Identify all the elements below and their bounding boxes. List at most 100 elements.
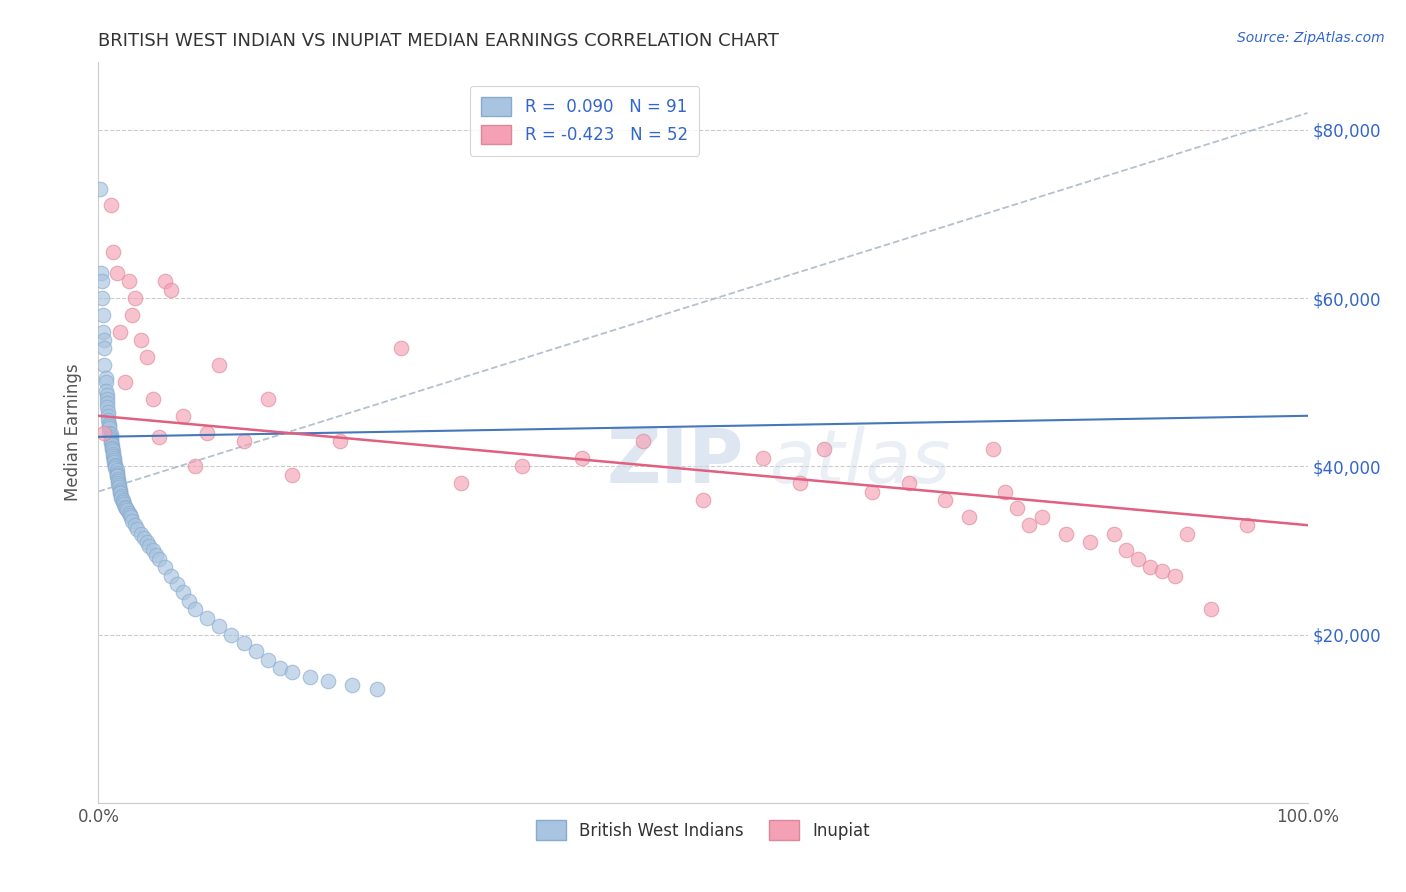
Point	[1163, 568, 1185, 582]
Point	[101, 444, 124, 458]
Point	[752, 450, 775, 465]
Point	[108, 325, 131, 339]
Point	[107, 475, 129, 489]
Point	[135, 535, 157, 549]
Point	[1054, 526, 1077, 541]
Point	[108, 477, 131, 491]
Point	[118, 274, 141, 288]
Point	[1031, 509, 1053, 524]
Point	[145, 548, 167, 562]
Point	[195, 610, 218, 624]
Point	[172, 409, 194, 423]
Point	[1078, 535, 1101, 549]
Point	[89, 181, 111, 195]
Point	[108, 483, 131, 497]
Point	[97, 413, 120, 427]
Text: ZIP: ZIP	[606, 425, 744, 499]
Point	[108, 484, 131, 499]
Point	[631, 434, 654, 448]
Point	[342, 678, 364, 692]
Point	[813, 442, 835, 457]
Point	[860, 484, 883, 499]
Point	[957, 509, 980, 524]
Point	[108, 480, 131, 494]
Point	[316, 673, 339, 688]
Point	[1152, 565, 1174, 579]
Point	[256, 392, 278, 406]
Legend: British West Indians, Inupiat: British West Indians, Inupiat	[530, 814, 876, 847]
Point	[100, 198, 122, 212]
Point	[934, 492, 956, 507]
Point	[100, 433, 122, 447]
Point	[103, 450, 125, 465]
Point	[299, 670, 322, 684]
Point	[124, 291, 146, 305]
Point	[389, 342, 412, 356]
Point	[184, 459, 207, 474]
Point	[110, 491, 132, 506]
Point	[91, 274, 114, 288]
Point	[93, 333, 115, 347]
Point	[96, 396, 118, 410]
Point	[100, 427, 122, 442]
Point	[93, 425, 115, 440]
Point	[1175, 526, 1198, 541]
Point	[127, 522, 149, 536]
Point	[103, 455, 125, 469]
Point	[114, 500, 136, 514]
Point	[93, 342, 115, 356]
Point	[1018, 518, 1040, 533]
Point	[281, 467, 304, 482]
Point	[134, 531, 156, 545]
Point	[269, 661, 291, 675]
Point	[98, 421, 121, 435]
Point	[148, 430, 170, 444]
Point	[108, 486, 131, 500]
Point	[153, 274, 176, 288]
Point	[1199, 602, 1222, 616]
Point	[107, 472, 129, 486]
Point	[172, 585, 194, 599]
Point	[118, 506, 141, 520]
Point	[100, 435, 122, 450]
Point	[179, 594, 201, 608]
Point	[221, 627, 243, 641]
Point	[112, 497, 135, 511]
Point	[1236, 518, 1258, 533]
Point	[138, 539, 160, 553]
Point	[91, 308, 114, 322]
Point	[994, 484, 1017, 499]
Point	[98, 425, 121, 440]
Point	[1128, 551, 1150, 566]
Point	[142, 543, 165, 558]
Point	[97, 404, 120, 418]
Point	[121, 514, 143, 528]
Point	[105, 463, 128, 477]
Point	[120, 509, 142, 524]
Point	[110, 489, 132, 503]
Point	[101, 244, 124, 259]
Point	[208, 619, 231, 633]
Point	[281, 665, 304, 680]
Point	[100, 442, 122, 457]
Text: atlas: atlas	[769, 426, 950, 499]
Point	[450, 476, 472, 491]
Point	[111, 492, 134, 507]
Point	[96, 401, 118, 415]
Point	[117, 503, 139, 517]
Text: Source: ZipAtlas.com: Source: ZipAtlas.com	[1237, 31, 1385, 45]
Point	[105, 466, 128, 480]
Point	[104, 459, 127, 474]
Point	[232, 434, 254, 448]
Point	[118, 508, 141, 522]
Point	[245, 644, 267, 658]
Point	[96, 392, 118, 406]
Point	[1102, 526, 1125, 541]
Point	[166, 577, 188, 591]
Point	[135, 350, 157, 364]
Point	[124, 518, 146, 533]
Point	[129, 526, 152, 541]
Point	[114, 375, 136, 389]
Point	[101, 449, 124, 463]
Point	[91, 291, 114, 305]
